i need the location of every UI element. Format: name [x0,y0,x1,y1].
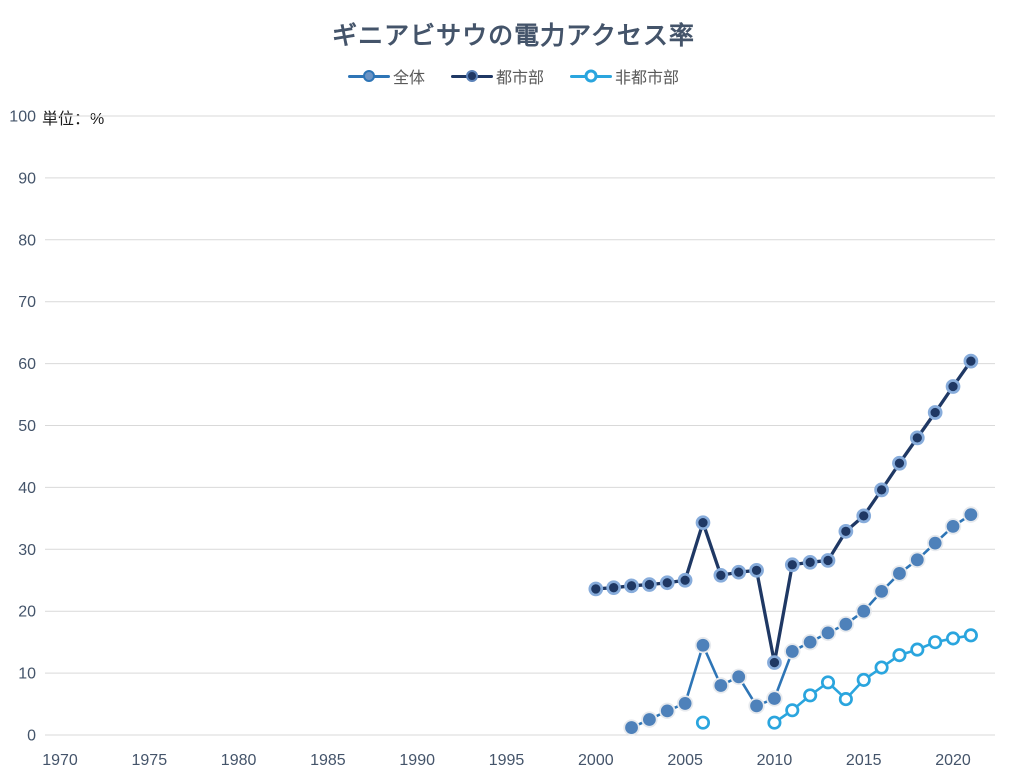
y-tick-label: 70 [18,294,36,311]
series-marker-1 [588,581,604,597]
series-marker-1 [677,572,693,588]
series-marker-0 [962,506,980,523]
series-marker-1 [892,455,907,471]
series-marker-2 [892,648,907,663]
y-tick-label: 20 [18,604,36,621]
series-marker-1 [874,482,889,498]
unit-label: 単位：% [42,111,105,128]
y-tick-label: 30 [18,542,36,559]
legend-marker-rural-icon [570,69,612,84]
series-marker-0 [801,633,819,651]
series-marker-0 [676,695,694,712]
series-marker-0 [944,518,962,535]
series-marker-0 [730,668,747,686]
series-marker-2 [838,692,853,707]
x-tick-label: 1970 [42,752,78,769]
series-marker-0 [641,711,658,728]
series-marker-2 [767,715,782,730]
y-tick-label: 80 [18,232,36,249]
x-tick-label: 1995 [489,752,525,769]
series-marker-1 [606,580,622,596]
series-marker-1 [749,562,764,578]
series-marker-2 [785,703,800,718]
x-tick-label: 1975 [132,752,168,769]
series-marker-0 [748,697,765,715]
series-marker-0 [891,565,908,582]
x-tick-label: 1985 [310,752,346,769]
series-line-2 [773,634,973,724]
series-marker-2 [945,631,961,646]
series-marker-0 [909,551,926,569]
series-marker-1 [909,430,925,446]
series-marker-1 [856,508,872,524]
series-marker-0 [926,534,944,552]
x-tick-label: 2015 [846,752,882,769]
legend-marker-total-icon [347,69,390,84]
legend-label-rural: 非都市部 [615,70,680,87]
y-tick-label: 100 [9,109,36,126]
series-marker-1 [767,655,782,670]
series-marker-0 [712,677,730,694]
series-marker-1 [784,557,800,573]
legend-item-urban: 都市部 [450,64,544,88]
legend-item-total: 全体 [347,64,425,88]
series-marker-2 [695,715,711,730]
legend-label-total: 全体 [392,70,425,87]
series-marker-1 [659,575,675,591]
series-marker-1 [731,564,747,580]
series-marker-1 [802,554,818,570]
series-marker-0 [766,690,783,707]
series-marker-1 [820,553,836,568]
x-tick-label: 2005 [667,752,703,769]
series-marker-0 [784,643,801,660]
x-tick-label: 2020 [935,752,971,769]
series-marker-2 [910,642,925,657]
series-marker-1 [838,523,854,539]
series-marker-0 [623,719,640,736]
series-marker-2 [803,688,818,703]
y-tick-label: 50 [18,418,36,435]
series-marker-0 [855,603,872,620]
legend-marker-urban-icon [450,69,493,84]
x-tick-label: 1980 [221,752,257,769]
series-marker-1 [624,578,639,594]
series-marker-0 [694,637,712,654]
y-tick-label: 10 [18,666,36,683]
x-tick-label: 2000 [578,752,614,769]
series-marker-0 [819,624,837,642]
legend-item-rural: 非都市部 [570,64,679,88]
chart-legend: 全体 都市部 非都市部 [0,64,1027,88]
series-line-0 [630,513,973,729]
chart-title: ギニアビサウの電力アクセス率 [332,22,695,50]
series-marker-0 [659,702,676,720]
series-marker-2 [820,675,836,690]
series-marker-1 [927,405,943,420]
series-marker-1 [642,577,657,592]
series-marker-1 [963,353,979,369]
series-marker-1 [945,379,961,394]
y-tick-label: 0 [27,728,36,745]
series-marker-0 [837,615,855,633]
series-marker-0 [873,583,890,600]
y-tick-label: 90 [18,170,36,187]
series-marker-2 [928,635,943,650]
legend-label-urban: 都市部 [495,70,544,87]
x-tick-label: 2010 [757,752,793,769]
y-tick-label: 60 [18,356,36,373]
series-marker-1 [695,515,711,531]
series-marker-2 [874,660,889,675]
series-marker-1 [713,567,729,583]
series-marker-2 [963,628,978,643]
series-line-1 [594,359,973,665]
x-tick-label: 1990 [399,752,435,769]
series-marker-2 [856,672,871,687]
y-tick-label: 40 [18,480,36,497]
